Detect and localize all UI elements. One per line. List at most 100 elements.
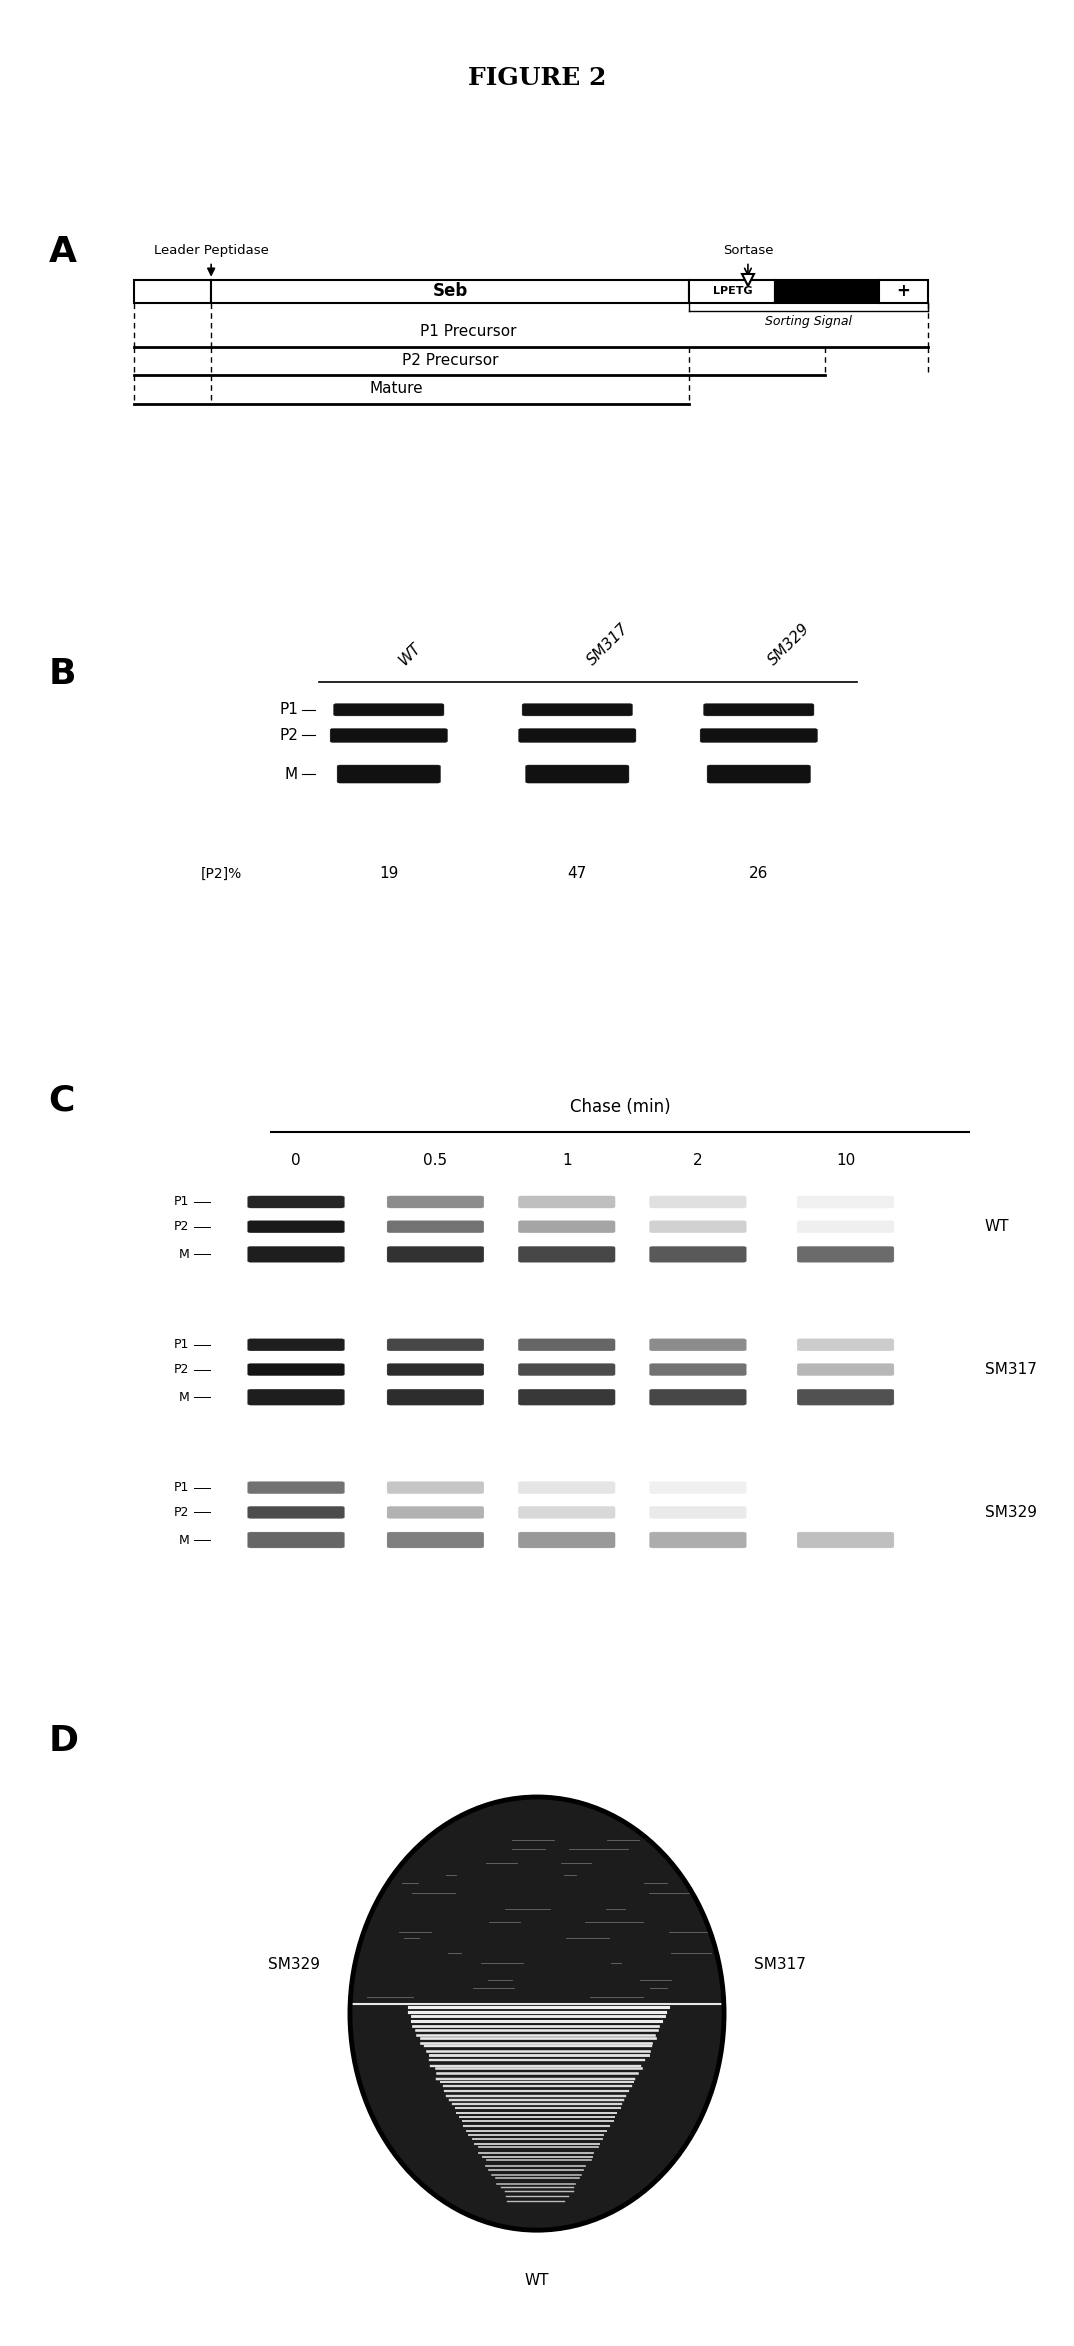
Text: A: A [48, 235, 76, 267]
FancyBboxPatch shape [700, 730, 817, 741]
Text: 47: 47 [568, 866, 586, 882]
Text: D: D [48, 1724, 78, 1757]
Text: P2: P2 [279, 727, 299, 744]
Text: P2 Precursor: P2 Precursor [402, 352, 498, 368]
Text: 10: 10 [836, 1154, 855, 1168]
FancyBboxPatch shape [519, 1196, 615, 1208]
FancyBboxPatch shape [650, 1363, 746, 1375]
Text: FIGURE 2: FIGURE 2 [468, 66, 606, 89]
Text: WT: WT [525, 2273, 549, 2287]
FancyBboxPatch shape [519, 1220, 615, 1232]
FancyBboxPatch shape [797, 1340, 894, 1351]
Text: LPETG: LPETG [713, 286, 753, 296]
FancyBboxPatch shape [387, 1389, 484, 1405]
FancyBboxPatch shape [337, 765, 440, 784]
FancyBboxPatch shape [650, 1506, 746, 1518]
FancyBboxPatch shape [248, 1340, 345, 1351]
FancyBboxPatch shape [650, 1340, 746, 1351]
Text: P1: P1 [174, 1196, 189, 1208]
Text: 26: 26 [749, 866, 769, 882]
FancyBboxPatch shape [248, 1363, 345, 1375]
FancyBboxPatch shape [522, 704, 633, 716]
Text: C: C [48, 1084, 75, 1117]
FancyBboxPatch shape [797, 1532, 894, 1548]
FancyBboxPatch shape [525, 765, 629, 784]
Text: 2: 2 [693, 1154, 702, 1168]
FancyBboxPatch shape [797, 1363, 894, 1375]
FancyBboxPatch shape [703, 704, 814, 716]
FancyBboxPatch shape [248, 1246, 345, 1262]
Text: 0: 0 [291, 1154, 301, 1168]
Text: P1: P1 [174, 1480, 189, 1494]
FancyBboxPatch shape [387, 1483, 484, 1494]
Bar [134, 279, 212, 303]
FancyBboxPatch shape [334, 704, 444, 716]
FancyBboxPatch shape [797, 1389, 894, 1405]
Text: Sortase: Sortase [723, 244, 773, 258]
FancyBboxPatch shape [650, 1220, 746, 1232]
Text: WT: WT [985, 1220, 1010, 1234]
FancyBboxPatch shape [519, 1246, 615, 1262]
FancyBboxPatch shape [519, 730, 636, 741]
FancyBboxPatch shape [650, 1246, 746, 1262]
Text: B: B [48, 657, 76, 690]
FancyBboxPatch shape [387, 1220, 484, 1232]
FancyBboxPatch shape [248, 1506, 345, 1518]
Text: Mature: Mature [369, 380, 423, 396]
FancyBboxPatch shape [519, 1389, 615, 1405]
FancyBboxPatch shape [387, 1196, 484, 1208]
FancyBboxPatch shape [330, 730, 448, 741]
FancyBboxPatch shape [797, 1220, 894, 1232]
Text: M: M [178, 1534, 189, 1546]
Text: Sorting Signal: Sorting Signal [766, 314, 853, 328]
Text: WT: WT [395, 640, 424, 669]
FancyBboxPatch shape [519, 1506, 615, 1518]
FancyBboxPatch shape [519, 1483, 615, 1494]
Text: Leader Peptidase: Leader Peptidase [154, 244, 268, 258]
FancyBboxPatch shape [650, 1389, 746, 1405]
Text: [P2]%: [P2]% [201, 866, 243, 880]
Bar [775, 279, 879, 303]
FancyBboxPatch shape [248, 1220, 345, 1232]
Bar [212, 279, 690, 303]
FancyBboxPatch shape [797, 1246, 894, 1262]
Bar [879, 279, 928, 303]
FancyBboxPatch shape [248, 1389, 345, 1405]
Text: M: M [178, 1248, 189, 1260]
Text: SM317: SM317 [584, 622, 632, 669]
Text: M: M [178, 1391, 189, 1403]
Text: SM329: SM329 [985, 1504, 1037, 1520]
FancyBboxPatch shape [650, 1532, 746, 1548]
FancyBboxPatch shape [387, 1340, 484, 1351]
Text: SM329: SM329 [268, 1957, 320, 1973]
Text: M: M [285, 767, 299, 781]
Text: P2: P2 [174, 1506, 189, 1518]
FancyBboxPatch shape [519, 1340, 615, 1351]
Text: 1: 1 [562, 1154, 571, 1168]
Text: SM317: SM317 [754, 1957, 806, 1973]
FancyBboxPatch shape [387, 1246, 484, 1262]
FancyBboxPatch shape [650, 1196, 746, 1208]
FancyBboxPatch shape [387, 1506, 484, 1518]
FancyBboxPatch shape [248, 1532, 345, 1548]
Text: Chase (min): Chase (min) [569, 1098, 670, 1117]
FancyBboxPatch shape [519, 1532, 615, 1548]
Text: P2: P2 [174, 1363, 189, 1377]
FancyBboxPatch shape [387, 1363, 484, 1375]
Bar [690, 279, 775, 303]
Text: SM317: SM317 [985, 1363, 1036, 1377]
Text: SM329: SM329 [766, 622, 813, 669]
FancyBboxPatch shape [707, 765, 811, 784]
FancyBboxPatch shape [387, 1532, 484, 1548]
FancyBboxPatch shape [650, 1483, 746, 1494]
Text: P1 Precursor: P1 Precursor [420, 324, 517, 340]
FancyBboxPatch shape [248, 1196, 345, 1208]
FancyBboxPatch shape [797, 1196, 894, 1208]
Text: 0.5: 0.5 [423, 1154, 448, 1168]
Text: P1: P1 [174, 1337, 189, 1351]
Text: P1: P1 [279, 701, 299, 718]
Text: Seb: Seb [433, 282, 468, 300]
FancyBboxPatch shape [519, 1363, 615, 1375]
Text: +: + [896, 282, 910, 300]
FancyBboxPatch shape [248, 1483, 345, 1494]
